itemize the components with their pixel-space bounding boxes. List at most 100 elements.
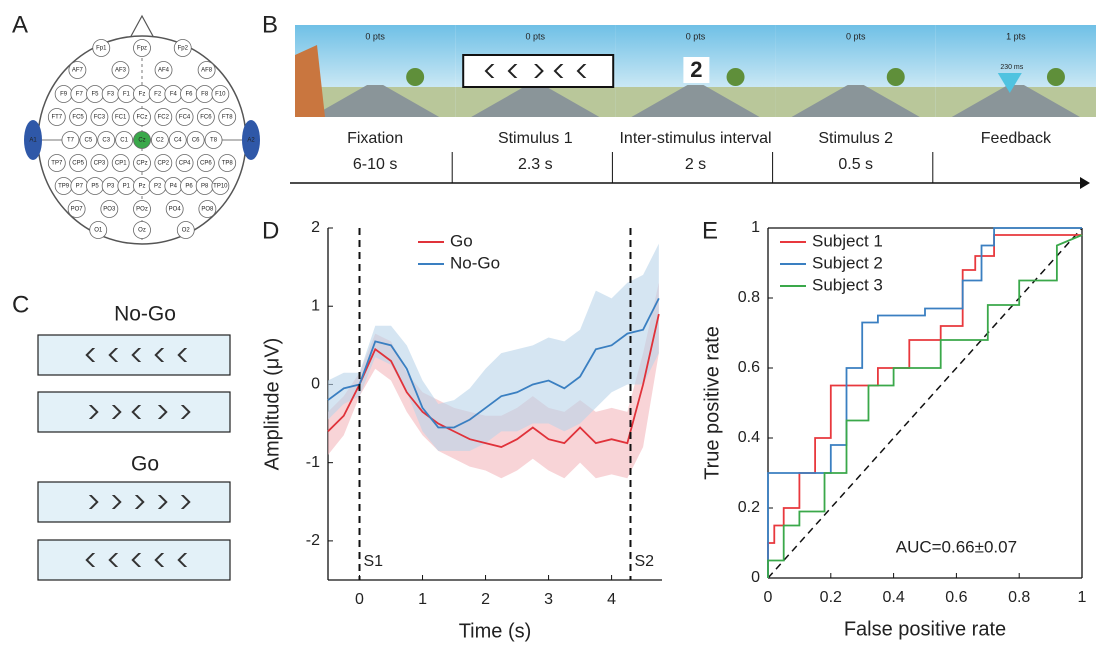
electrode-label: P3 [107, 184, 115, 190]
electrode [133, 131, 151, 149]
electrode [133, 108, 151, 126]
electrode-label: Fz [139, 92, 146, 98]
phase-name: Feedback [981, 130, 1052, 147]
x-tick-label: 1 [1078, 589, 1087, 606]
electrode-label: F9 [60, 92, 68, 98]
electrode-label: F6 [186, 92, 194, 98]
game-road [311, 85, 440, 117]
electrode [111, 61, 130, 79]
electrode-label: PO3 [103, 207, 116, 213]
x-tick-label: 4 [607, 591, 616, 608]
cue-number: 2 [690, 57, 702, 82]
confidence-band [328, 243, 659, 451]
electrode-label: P7 [76, 184, 84, 190]
arrow-icon [111, 405, 122, 419]
electrode-label: F4 [170, 92, 178, 98]
electrode [67, 200, 86, 218]
data-line [327, 297, 660, 429]
electrode-label: TP9 [58, 184, 70, 190]
electrode-label: FT8 [222, 115, 233, 121]
legend-label: Subject 2 [812, 253, 883, 272]
electrode-label: O2 [182, 228, 191, 234]
electrode [115, 131, 134, 149]
cue-box [683, 57, 710, 83]
electrode-label: PO8 [201, 207, 214, 213]
legend-label: No-Go [450, 253, 500, 272]
electrode-label: P2 [154, 184, 162, 190]
arrow-icon [507, 64, 518, 78]
electrode-label: A1 [29, 138, 37, 144]
electrode [198, 200, 217, 218]
x-tick-label: 3 [544, 591, 553, 608]
arrow-icon [154, 348, 165, 362]
y-tick-label: 2 [311, 219, 320, 236]
legend-label: Subject 3 [812, 275, 883, 294]
electrode-label: F8 [201, 92, 209, 98]
electrode [47, 108, 66, 126]
electrode [79, 131, 98, 149]
electrode-label: T7 [67, 138, 75, 144]
x-tick-label: 0.4 [882, 589, 904, 606]
electrode-label: CP4 [179, 161, 191, 167]
arrow-icon [85, 348, 96, 362]
electrode-label: Fp2 [178, 46, 189, 52]
electrode-label: CP2 [157, 161, 169, 167]
electrode-label: AF4 [158, 68, 170, 74]
y-tick-label: 0 [751, 569, 760, 586]
panel-label: B [262, 11, 278, 38]
game-road [471, 85, 600, 117]
chart: -2 -1 0 1 2 0 1 2 3 4 Time (s) Amplitude (μV) S1 S2 Go… [261, 219, 662, 642]
electrode-label: F2 [154, 92, 162, 98]
score-label: 0 pts [365, 31, 385, 41]
arrow-icon [154, 553, 165, 567]
electrode-label: TP10 [213, 184, 228, 190]
arrow-icon [131, 405, 142, 419]
electrode [68, 61, 87, 79]
score-label: 1 pts [1006, 31, 1026, 41]
electrode-label: P8 [201, 184, 209, 190]
electrode-label: C6 [192, 138, 200, 144]
phase-name: Stimulus 2 [818, 130, 893, 147]
roc-curve [767, 234, 1083, 578]
electrode [133, 221, 151, 239]
arrow-icon [534, 64, 544, 78]
arrow-icon [108, 348, 119, 362]
electrode-label: CP6 [200, 161, 212, 167]
electrode-label: CP5 [72, 161, 84, 167]
electrode-label: FC5 [72, 115, 84, 121]
electrode-label: F3 [107, 92, 115, 98]
electrode-label: CP1 [115, 161, 127, 167]
electrode [47, 154, 66, 172]
chance-line [767, 227, 1083, 579]
arrow-icon [177, 348, 188, 362]
score-label: 0 pts [846, 31, 866, 41]
legend-label: Go [450, 231, 473, 250]
electrode [175, 154, 194, 172]
electrode [111, 108, 130, 126]
electrode [175, 108, 194, 126]
electrode-label: FCz [137, 115, 148, 121]
phase-duration: 2 s [685, 156, 706, 173]
arrow-icon [157, 495, 168, 509]
phase-name: Inter-stimulus interval [619, 130, 771, 147]
electrode [196, 108, 215, 126]
electrode [165, 200, 184, 218]
electrode [90, 108, 109, 126]
x-axis-label: False positive rate [844, 618, 1006, 640]
electrode [69, 108, 88, 126]
electrode [218, 154, 237, 172]
electrode-label: CPz [136, 161, 147, 167]
roc-curve [767, 227, 1082, 578]
y-axis-label: Amplitude (μV) [261, 338, 283, 471]
x-tick-label: 2 [481, 591, 490, 608]
electrode [61, 131, 80, 149]
arrow-icon [180, 405, 191, 419]
x-tick-label: 0.2 [820, 589, 842, 606]
electrode-label: C5 [85, 138, 93, 144]
game-tree [886, 68, 905, 86]
electrode [197, 61, 216, 79]
x-tick-label: 0 [764, 589, 773, 606]
arrow-icon [553, 64, 564, 78]
game-road [951, 85, 1080, 117]
